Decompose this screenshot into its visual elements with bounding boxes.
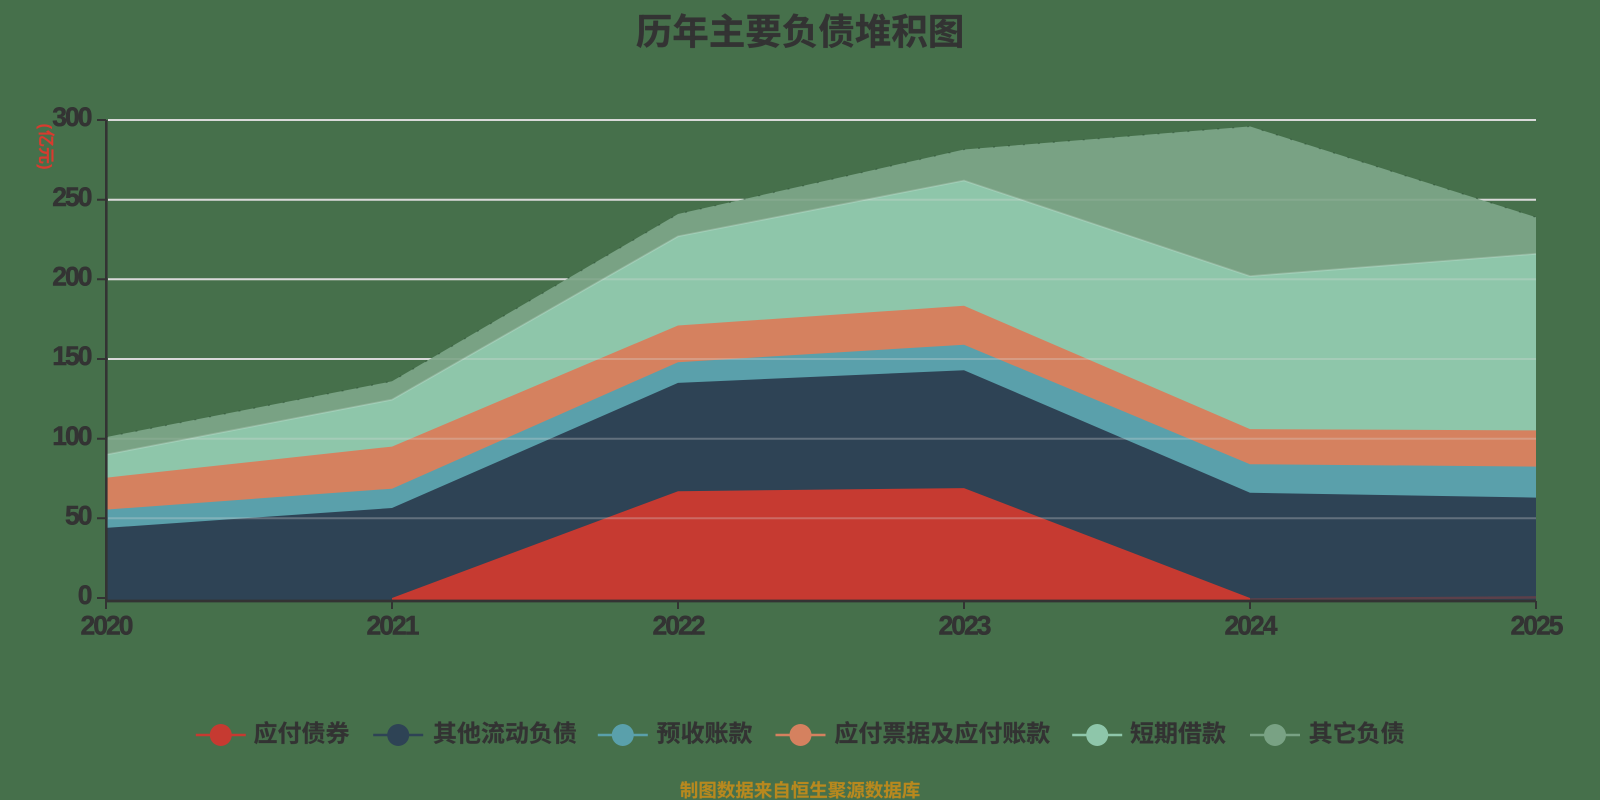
svg-text:100: 100 [52, 421, 91, 451]
svg-text:2020: 2020 [81, 611, 133, 641]
svg-text:2024: 2024 [1225, 611, 1278, 641]
svg-text:300: 300 [52, 102, 91, 132]
svg-text:150: 150 [52, 341, 91, 371]
svg-text:50: 50 [65, 500, 92, 530]
svg-text:250: 250 [52, 182, 91, 212]
svg-text:2023: 2023 [939, 611, 991, 641]
svg-text:(: ( [36, 124, 55, 130]
svg-text:2021: 2021 [367, 611, 419, 641]
svg-text:0: 0 [78, 580, 92, 610]
svg-text:200: 200 [52, 261, 91, 291]
svg-text:2025: 2025 [1511, 611, 1563, 641]
svg-text:): ) [36, 164, 55, 170]
svg-text:2022: 2022 [653, 611, 705, 641]
